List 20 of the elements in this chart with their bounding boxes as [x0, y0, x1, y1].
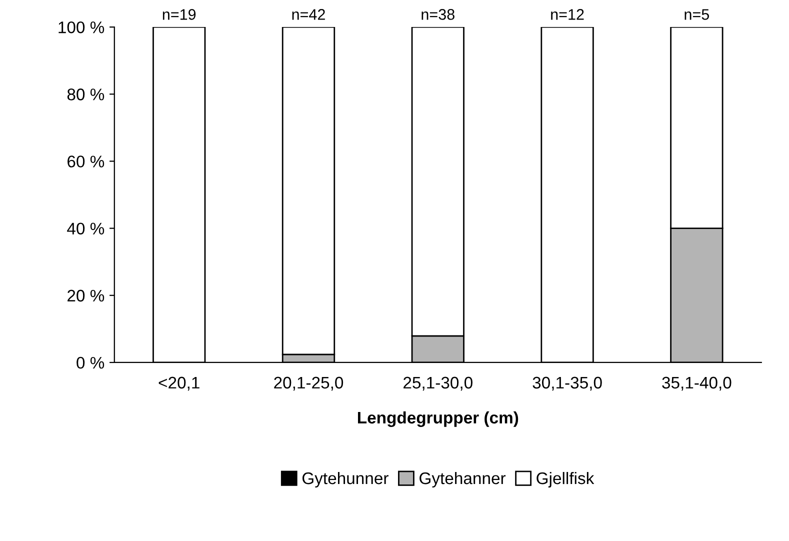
x-axis-title: Lengdegrupper (cm)	[358, 411, 518, 427]
y-tick-label: 40 %	[67, 222, 104, 235]
legend-label: Gytehunner	[302, 472, 388, 488]
x-tick-label: 30,1-35,0	[532, 376, 602, 391]
x-tick-label: 25,1-30,0	[404, 376, 472, 391]
legend-label: Gytehanner	[420, 472, 506, 488]
y-tick-label: 60 %	[68, 156, 104, 168]
x-tick-label: 35,1-40,0	[662, 376, 732, 391]
annotation: n=5	[684, 9, 710, 20]
x-tick-label: 20,1-25,0	[274, 376, 344, 391]
y-tick-label: 0 %	[76, 356, 104, 369]
y-tick-label: 100 %	[58, 21, 104, 34]
legend-label: Gjellfisk	[536, 472, 594, 488]
annotation: n=12	[551, 9, 584, 20]
annotation: n=42	[292, 9, 325, 20]
x-tick-label: <20,1	[158, 376, 200, 391]
annotation: n=38	[422, 9, 454, 20]
y-tick-label: 80 %	[67, 88, 104, 100]
annotation: n=19	[162, 9, 196, 20]
y-tick-label: 20 %	[68, 290, 104, 302]
